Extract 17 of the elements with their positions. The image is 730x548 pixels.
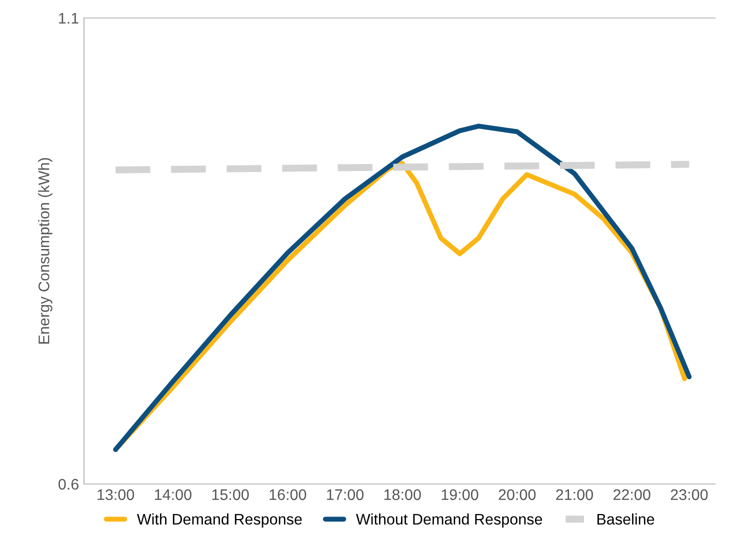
legend-label: Baseline bbox=[597, 513, 654, 525]
x-tick-label: 19:00 bbox=[442, 489, 478, 500]
x-tick-label: 13:00 bbox=[98, 489, 134, 500]
legend-label: With Demand Response bbox=[136, 513, 302, 528]
legend-label: Without Demand Response bbox=[356, 513, 542, 528]
x-tick-label: 15:00 bbox=[212, 489, 249, 500]
y-axis-title: Energy Consumption (kWh) bbox=[38, 158, 52, 344]
x-tick-label: 23:00 bbox=[670, 489, 708, 500]
y-tick-label: 1.1 bbox=[59, 13, 78, 24]
x-tick-label: 20:00 bbox=[498, 489, 536, 500]
y-tick-label: 0.6 bbox=[58, 478, 78, 490]
x-tick-label: 16:00 bbox=[270, 489, 306, 500]
x-tick-label: 18:00 bbox=[384, 489, 421, 500]
x-tick-label: 17:00 bbox=[327, 489, 364, 500]
x-tick-label: 22:00 bbox=[613, 489, 650, 500]
x-tick-label: 14:00 bbox=[154, 489, 192, 500]
x-tick-label: 21:00 bbox=[556, 489, 593, 500]
